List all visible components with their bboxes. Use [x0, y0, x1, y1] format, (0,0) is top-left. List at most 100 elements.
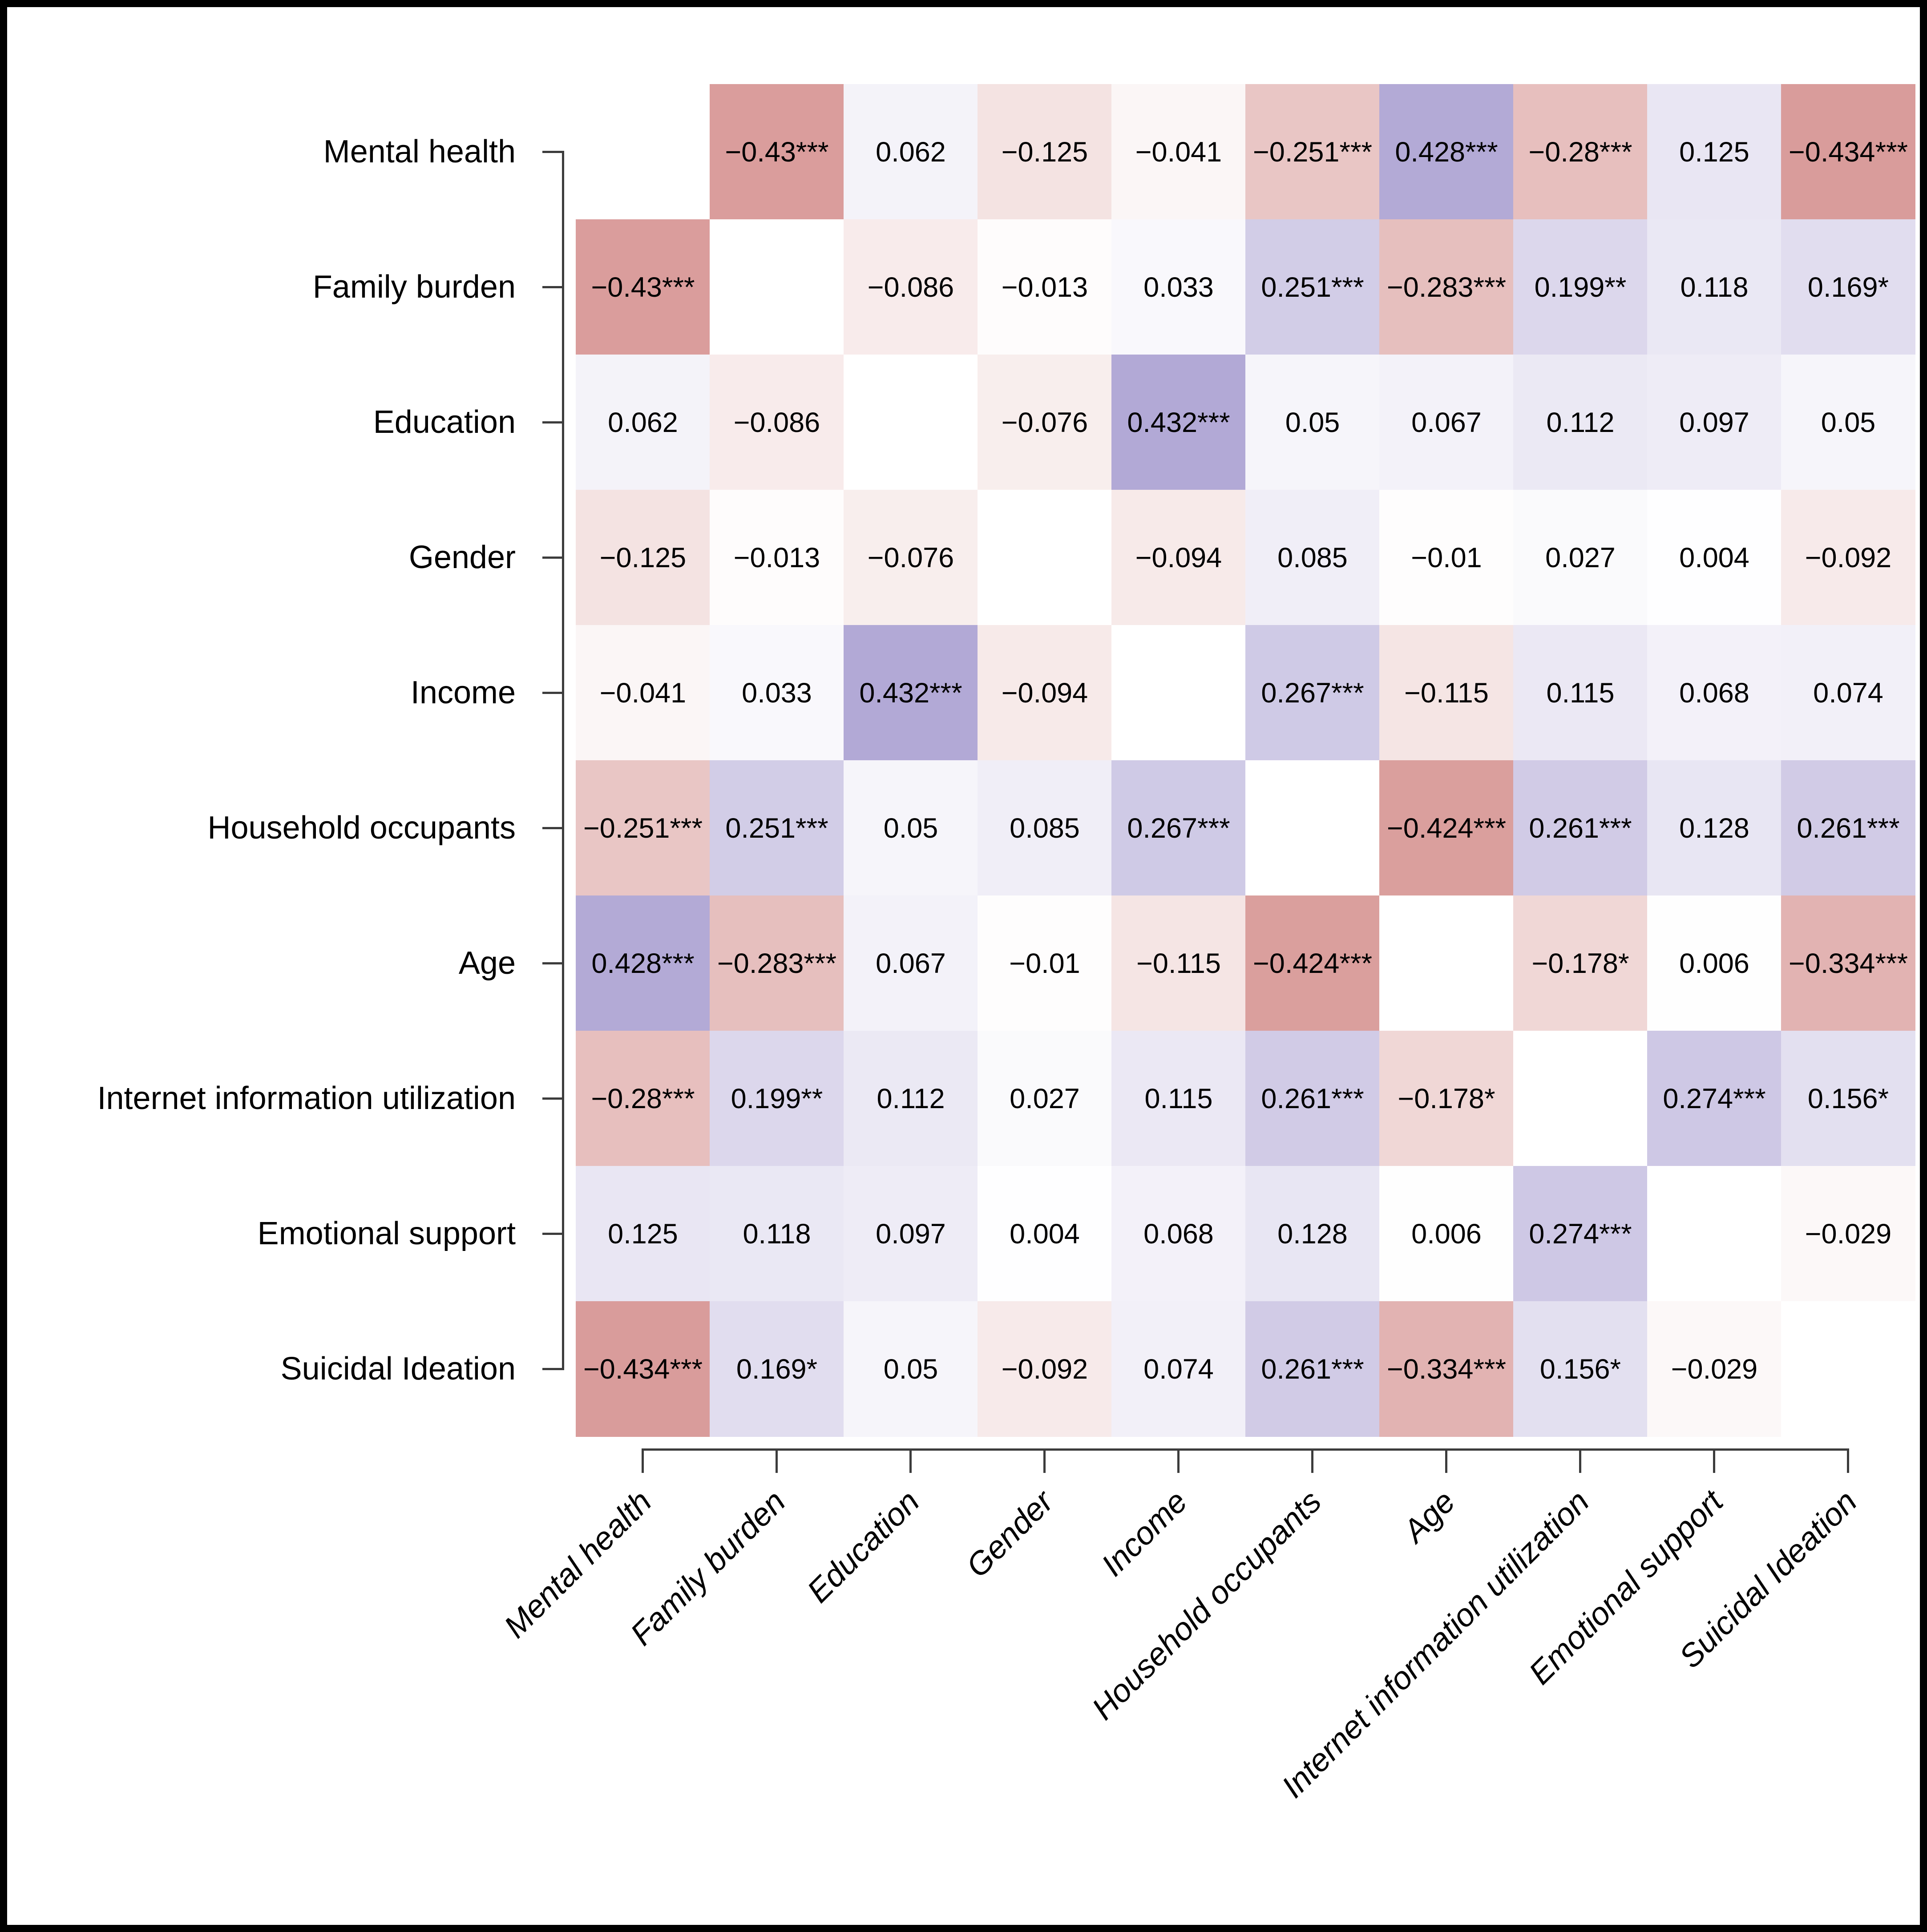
matrix-cell: 0.062	[576, 355, 710, 490]
matrix-cell: −0.178*	[1513, 895, 1648, 1031]
matrix-cell: 0.074	[1781, 625, 1915, 761]
x-axis-tick	[1579, 1448, 1581, 1473]
matrix-cell: 0.067	[844, 895, 978, 1031]
matrix-cell: 0.006	[1379, 1166, 1514, 1302]
matrix-cell: 0.432***	[1111, 355, 1246, 490]
y-axis-tick	[542, 1097, 564, 1100]
matrix-cell: 0.033	[710, 625, 844, 761]
x-axis-label: Income	[1095, 1484, 1195, 1583]
x-axis-tick	[1311, 1448, 1313, 1473]
matrix-cell: −0.029	[1781, 1166, 1915, 1302]
matrix-cell: 0.432***	[844, 625, 978, 761]
matrix-cell: 0.261***	[1513, 760, 1648, 896]
x-axis-label: Education	[800, 1484, 927, 1610]
matrix-cell: −0.086	[844, 219, 978, 355]
matrix-cell: −0.115	[1111, 895, 1246, 1031]
matrix-cell: 0.115	[1111, 1031, 1246, 1166]
matrix-cell: 0.006	[1647, 895, 1782, 1031]
matrix-cell: −0.013	[978, 219, 1112, 355]
matrix-cell-empty	[1111, 625, 1246, 761]
matrix-cell-empty	[710, 219, 844, 355]
matrix-cell-empty	[1379, 895, 1514, 1031]
matrix-cell: −0.424***	[1245, 895, 1380, 1031]
matrix-cell: 0.261***	[1245, 1031, 1380, 1166]
matrix-cell: −0.125	[978, 84, 1112, 220]
matrix-cell: −0.076	[844, 490, 978, 625]
matrix-cell: 0.068	[1111, 1166, 1246, 1302]
matrix-cell: −0.28***	[1513, 84, 1648, 220]
matrix-cell: −0.041	[1111, 84, 1246, 220]
matrix-cell: 0.169*	[1781, 219, 1915, 355]
matrix-cell: −0.115	[1379, 625, 1514, 761]
matrix-cell: −0.334***	[1781, 895, 1915, 1031]
matrix-cell: 0.112	[844, 1031, 978, 1166]
y-axis-tick	[542, 286, 564, 288]
x-axis-label: Age	[1397, 1484, 1462, 1549]
correlation-heatmap: −0.43*** 0.062 −0.125 −0.041 −0.251*** 0.428*…	[7, 7, 1920, 1925]
x-axis-tick	[1177, 1448, 1180, 1473]
y-axis-label: Suicidal Ideation	[280, 1351, 516, 1387]
matrix-cell: 0.085	[1245, 490, 1380, 625]
y-axis-tick	[542, 691, 564, 694]
matrix-cell: 0.085	[978, 760, 1112, 896]
matrix-cell: 0.074	[1111, 1301, 1246, 1437]
matrix-cell: 0.068	[1647, 625, 1782, 761]
x-axis-tick	[1445, 1448, 1447, 1473]
x-axis-tick	[776, 1448, 778, 1473]
matrix-cell: 0.097	[844, 1166, 978, 1302]
x-axis-tick	[642, 1448, 644, 1473]
y-axis-label: Mental health	[323, 134, 516, 169]
matrix-cell: −0.094	[1111, 490, 1246, 625]
matrix-cell: 0.115	[1513, 625, 1648, 761]
matrix-cell: 0.118	[1647, 219, 1782, 355]
matrix-cell: −0.029	[1647, 1301, 1782, 1437]
y-axis-tick	[542, 962, 564, 964]
x-axis-tick	[909, 1448, 912, 1473]
matrix-cell: 0.125	[1647, 84, 1782, 220]
matrix-cell: −0.013	[710, 490, 844, 625]
y-axis-tick	[542, 421, 564, 424]
matrix-cell: −0.334***	[1379, 1301, 1514, 1437]
matrix-cell: 0.004	[1647, 490, 1782, 625]
matrix-cell: −0.283***	[710, 895, 844, 1031]
matrix-cell: 0.267***	[1111, 760, 1246, 896]
x-axis-tick	[1043, 1448, 1046, 1473]
matrix-cell: 0.156*	[1513, 1301, 1648, 1437]
y-axis-tick	[542, 1232, 564, 1235]
matrix-cell: 0.261***	[1245, 1301, 1380, 1437]
matrix-cell-empty	[1647, 1166, 1782, 1302]
matrix-cell: 0.112	[1513, 355, 1648, 490]
x-axis-label: Gender	[959, 1484, 1061, 1585]
matrix-cell-empty	[1781, 1301, 1915, 1437]
y-axis-label: Age	[458, 945, 516, 981]
matrix-cell: −0.424***	[1379, 760, 1514, 896]
y-axis-tick	[542, 556, 564, 559]
matrix-cell: 0.156*	[1781, 1031, 1915, 1166]
y-axis-label: Emotional support	[257, 1216, 516, 1251]
matrix-cell: 0.199**	[710, 1031, 844, 1166]
x-axis-label: Household occupants	[1085, 1484, 1329, 1727]
y-axis-tick	[542, 827, 564, 829]
y-axis-tick	[542, 1367, 564, 1370]
y-axis-label: Income	[410, 675, 516, 710]
matrix-cell: 0.033	[1111, 219, 1246, 355]
matrix-cell: −0.094	[978, 625, 1112, 761]
y-axis-label: Gender	[408, 540, 516, 575]
y-axis-label: Education	[373, 404, 516, 440]
matrix-cell: 0.261***	[1781, 760, 1915, 896]
matrix-cell: −0.01	[1379, 490, 1514, 625]
matrix-cell: −0.041	[576, 625, 710, 761]
matrix-cell: 0.251***	[710, 760, 844, 896]
matrix-cell: 0.05	[844, 760, 978, 896]
matrix-cell-empty	[1513, 1031, 1648, 1166]
matrix-cell-empty	[844, 355, 978, 490]
matrix-cell: 0.067	[1379, 355, 1514, 490]
matrix-cell: 0.118	[710, 1166, 844, 1302]
matrix-cell: 0.05	[1781, 355, 1915, 490]
y-axis-tick	[542, 150, 564, 153]
matrix-cell: −0.251***	[1245, 84, 1380, 220]
y-axis-label: Internet information utilization	[97, 1081, 516, 1116]
matrix-cell: 0.428***	[1379, 84, 1514, 220]
matrix-cell: −0.125	[576, 490, 710, 625]
